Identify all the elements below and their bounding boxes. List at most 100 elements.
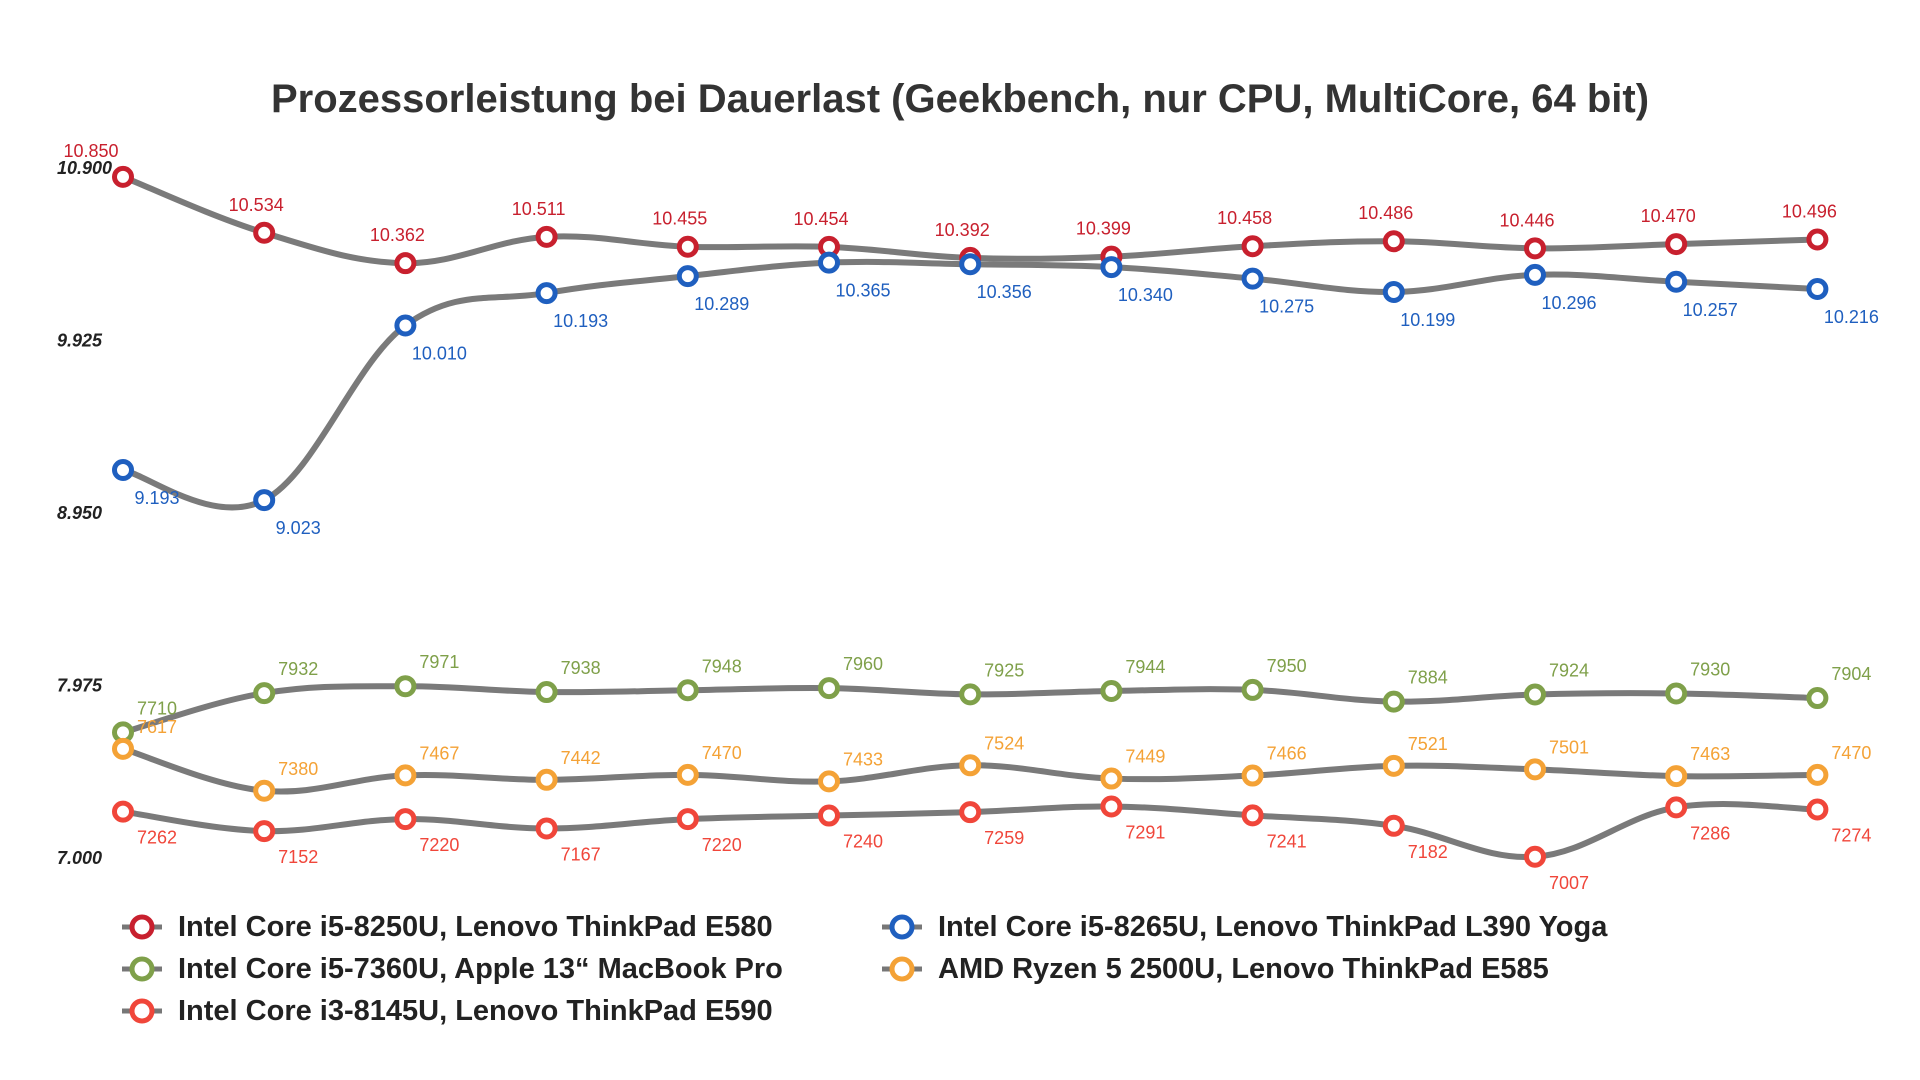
data-point [112,800,134,823]
y-tick-label: 8.950 [57,503,102,523]
data-point [959,754,982,777]
data-label: 7925 [984,660,1024,680]
data-point [959,253,982,276]
data-label: 7259 [984,828,1024,848]
data-label: 7167 [561,844,601,864]
data-label: 7380 [278,759,318,779]
legend-label: AMD Ryzen 5 2500U, Lenovo ThinkPad E585 [938,952,1549,985]
data-label: 10.458 [1217,208,1272,228]
data-label: 7467 [419,743,459,763]
data-label: 7007 [1549,873,1589,893]
data-label: 7971 [419,652,459,672]
data-label: 7433 [843,749,883,769]
data-point [1382,281,1405,304]
data-point [818,677,840,700]
data-label: 7710 [137,698,177,718]
data-label: 10.399 [1076,219,1131,239]
data-point [1100,767,1123,790]
data-point [1241,764,1264,787]
data-point [1665,796,1688,819]
legend-label: Intel Core i5-8265U, Lenovo ThinkPad L39… [938,910,1608,943]
data-point [1665,233,1688,256]
data-point [1524,758,1546,781]
data-label: 10.496 [1782,201,1837,221]
data-label: 7904 [1831,664,1871,684]
legend-label: Intel Core i3-8145U, Lenovo ThinkPad E59… [178,994,773,1027]
data-point [535,282,558,305]
data-label: 10.454 [793,209,848,229]
data-point [253,682,276,705]
data-point [112,165,134,188]
y-tick-label: 10.900 [57,158,112,178]
y-tick-label: 7.975 [57,676,103,696]
data-point [1665,270,1688,293]
data-point [1524,263,1546,286]
legend-label: Intel Core i5-7360U, Apple 13“ MacBook P… [178,952,783,985]
data-point [818,251,840,274]
data-point [535,225,558,248]
data-label: 7470 [702,743,742,763]
data-point [394,764,417,787]
data-label: 10.470 [1641,206,1696,226]
data-point [1100,679,1123,702]
legend-item-ryzen-2500u: AMD Ryzen 5 2500U, Lenovo ThinkPad E585 [880,950,1640,988]
data-point [818,804,840,827]
data-label: 10.216 [1824,307,1879,327]
legend-item-i3-8145u: Intel Core i3-8145U, Lenovo ThinkPad E59… [120,992,880,1030]
data-point [1100,256,1123,279]
data-label: 10.010 [412,343,467,363]
data-point [535,681,558,704]
data-label: 7291 [1125,823,1165,843]
data-point [676,808,699,831]
data-labels: 10.850 10.534 10.362 10.511 10.455 10.454 10.3… [63,141,1878,893]
data-point [959,683,982,706]
data-label: 10.289 [694,294,749,314]
data-point [1100,795,1123,818]
data-label: 7884 [1408,668,1448,688]
data-label: 10.455 [652,209,707,229]
data-point [535,768,558,791]
y-axis-ticks: 10.900 9.925 8.950 7.975 7.000 [57,158,112,868]
data-point [676,763,699,786]
data-point [394,808,417,831]
data-label: 9.193 [134,488,179,508]
data-label: 10.486 [1358,203,1413,223]
data-point [394,314,417,337]
data-label: 7960 [843,654,883,674]
legend-item-i5-8265u: Intel Core i5-8265U, Lenovo ThinkPad L39… [880,908,1640,946]
legend-marker-icon [882,914,922,940]
legend-item-i5-7360u: Intel Core i5-7360U, Apple 13“ MacBook P… [120,950,880,988]
data-label: 7930 [1690,659,1730,679]
data-point [535,817,558,840]
data-label: 7262 [137,828,177,848]
data-label: 7521 [1408,734,1448,754]
data-label: 10.199 [1400,310,1455,330]
legend-marker-icon [882,956,922,982]
legend-marker-icon [122,998,162,1024]
data-label: 10.850 [63,141,118,161]
data-label: 7470 [1831,743,1871,763]
data-point [253,779,276,802]
data-point [1241,267,1264,290]
data-point [676,235,699,258]
data-point [1524,237,1546,260]
data-point [394,675,417,698]
data-label: 7274 [1831,826,1871,846]
data-label: 7924 [1549,661,1589,681]
data-point [253,820,276,843]
data-label: 9.023 [276,518,321,538]
data-point [959,801,982,824]
data-point [818,770,840,793]
data-point [112,459,134,482]
data-label: 7241 [1267,831,1307,851]
data-label: 10.392 [935,220,990,240]
series-points [112,165,1829,868]
data-label: 7463 [1690,744,1730,764]
data-label: 10.193 [553,311,608,331]
chart-legend: Intel Core i5-8250U, Lenovo ThinkPad E58… [120,908,1680,1030]
data-point [1806,278,1829,301]
data-point [1665,765,1688,788]
data-point [1806,763,1829,786]
data-label: 7950 [1267,656,1307,676]
